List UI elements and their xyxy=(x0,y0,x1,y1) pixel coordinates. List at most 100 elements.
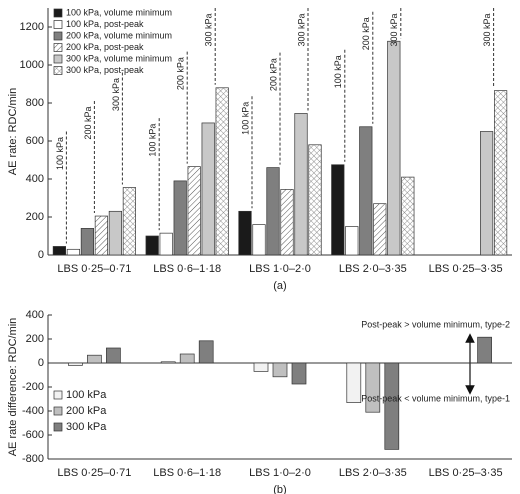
y-tick-label: 400 xyxy=(26,173,44,185)
y-tick-label: 600 xyxy=(26,135,44,147)
pair-label: 300 kPa xyxy=(296,13,306,46)
bar xyxy=(106,347,121,364)
legend-swatch xyxy=(53,406,63,416)
y-tick-label: -200 xyxy=(22,381,44,393)
bar xyxy=(80,228,95,256)
bar xyxy=(294,113,308,256)
y-tick-label: 400 xyxy=(26,309,44,321)
y-tick-label: -400 xyxy=(22,405,44,417)
legend-label: 100 kPa, volume minimum xyxy=(66,7,172,17)
bar xyxy=(480,131,494,256)
annotation: Post-peak < volume minimum, type-1 xyxy=(361,393,510,403)
x-tick-label: LBS 1·0–2·0 xyxy=(249,467,311,479)
legend-swatch xyxy=(53,390,63,400)
bar xyxy=(198,340,214,364)
y-axis-label: AE rate: RDC/min xyxy=(7,88,19,175)
x-tick-label: LBS 1·0–2·0 xyxy=(249,263,311,275)
bar xyxy=(331,164,345,256)
legend-label: 200 kPa, volume minimum xyxy=(66,30,172,40)
pair-label: 300 kPa xyxy=(389,13,399,46)
legend-label: 300 kPa, post-peak xyxy=(66,65,144,75)
y-tick-label: 200 xyxy=(26,211,44,223)
caption: (a) xyxy=(273,280,286,292)
bar xyxy=(66,248,81,256)
annotation: Post-peak > volume minimum, type-2 xyxy=(361,319,510,329)
bar xyxy=(201,122,215,256)
bar xyxy=(160,361,176,364)
bar xyxy=(346,362,362,403)
legend-swatch xyxy=(53,54,63,64)
bar xyxy=(253,362,269,372)
bar xyxy=(108,210,123,256)
x-tick-label: LBS 2·0–3·35 xyxy=(339,263,407,275)
legend-label: 200 kPa, post-peak xyxy=(66,42,144,52)
y-axis-label: AE rate difference: RDC/min xyxy=(7,318,19,457)
legend-label: 100 kPa xyxy=(66,389,107,401)
x-tick-label: LBS 0·6–1·18 xyxy=(153,263,221,275)
pair-label: 300 kPa xyxy=(204,13,214,46)
pair-label: 100 kPa xyxy=(240,102,250,135)
legend-swatch xyxy=(53,20,63,29)
legend-swatch xyxy=(53,422,63,432)
x-tick-label: LBS 0·6–1·18 xyxy=(153,467,221,479)
caption: (b) xyxy=(273,484,286,494)
bar xyxy=(215,87,229,256)
bar xyxy=(145,235,159,256)
y-tick-label: 1000 xyxy=(20,59,44,71)
legend-swatch xyxy=(53,8,63,18)
y-tick-label: 0 xyxy=(38,249,44,261)
bar xyxy=(401,176,415,256)
x-tick-label: LBS 2·0–3·35 xyxy=(339,467,407,479)
bar xyxy=(359,126,373,256)
pair-label: 100 kPa xyxy=(55,137,65,170)
bar xyxy=(387,40,401,256)
bar xyxy=(179,353,195,364)
bar xyxy=(68,362,83,366)
bar xyxy=(365,362,381,413)
y-tick-label: 200 xyxy=(26,333,44,345)
bar xyxy=(252,224,266,256)
pair-label: 200 kPa xyxy=(83,107,93,140)
y-tick-label: -800 xyxy=(22,453,44,465)
pair-label: 300 kPa xyxy=(111,78,121,111)
pair-label: 200 kPa xyxy=(361,17,371,50)
bar xyxy=(266,167,280,256)
bar xyxy=(238,210,252,256)
bar xyxy=(308,144,322,256)
bar xyxy=(159,232,173,256)
bar xyxy=(94,215,109,256)
pair-label: 200 kPa xyxy=(268,58,278,91)
legend-label: 300 kPa xyxy=(66,421,107,433)
bar xyxy=(345,226,359,256)
y-tick-label: -600 xyxy=(22,429,44,441)
legend-swatch xyxy=(53,66,63,75)
pair-label: 300 kPa xyxy=(482,13,492,46)
pair-label: 200 kPa xyxy=(176,57,186,90)
bar xyxy=(272,362,288,378)
bar xyxy=(494,90,508,256)
bar xyxy=(173,180,187,256)
bar xyxy=(122,187,137,256)
legend-label: 300 kPa, volume minimum xyxy=(66,53,172,63)
bar xyxy=(52,246,67,256)
bar xyxy=(384,362,400,450)
x-tick-label: LBS 0·25–0·71 xyxy=(57,263,131,275)
x-tick-label: LBS 0·25–3·35 xyxy=(429,467,503,479)
bar xyxy=(280,189,294,256)
legend-swatch xyxy=(53,31,63,41)
pair-label: 100 kPa xyxy=(148,124,158,157)
y-tick-label: 0 xyxy=(38,357,44,369)
bar xyxy=(187,166,201,256)
legend-swatch xyxy=(53,43,63,52)
legend-label: 200 kPa xyxy=(66,405,107,417)
pair-label: 100 kPa xyxy=(333,55,343,88)
y-tick-label: 1200 xyxy=(20,21,44,33)
x-tick-label: LBS 0·25–3·35 xyxy=(429,263,503,275)
bar xyxy=(87,354,102,364)
x-tick-label: LBS 0·25–0·71 xyxy=(57,467,131,479)
y-tick-label: 800 xyxy=(26,97,44,109)
bar xyxy=(373,203,387,256)
bar xyxy=(291,362,307,385)
bar xyxy=(477,336,492,364)
